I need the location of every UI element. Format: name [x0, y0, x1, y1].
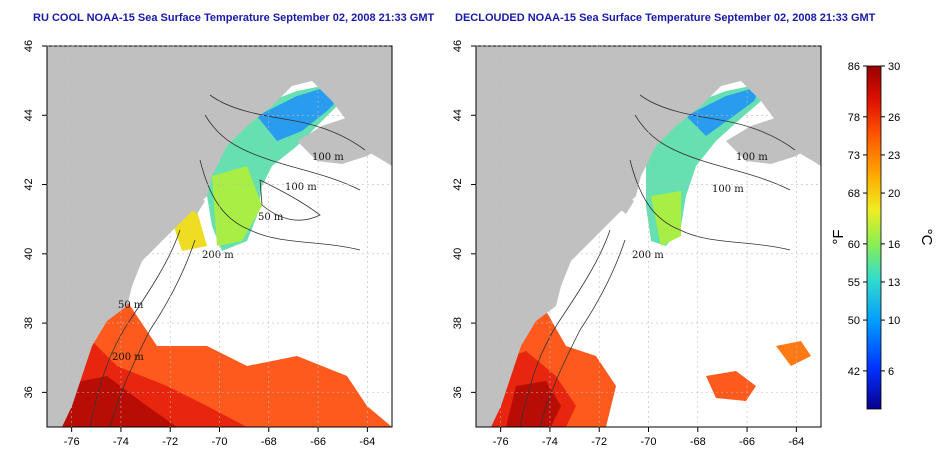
colorbar-c-label: 13 [888, 277, 900, 289]
colorbar-c-label: 6 [888, 366, 894, 378]
colorbar-c-label: 26 [888, 112, 900, 124]
x-tick-label: -68 [690, 436, 706, 448]
y-tick-label: 38 [23, 317, 35, 329]
x-tick-label: -72 [591, 436, 607, 448]
x-tick-label: -72 [162, 436, 178, 448]
contour-label: 200 m [632, 250, 664, 261]
left-y-axis: 36 38 40 42 44 46 [23, 40, 392, 398]
y-tick-label: 44 [23, 109, 35, 121]
right-contours [519, 94, 796, 427]
contour-label: 200 m [202, 250, 234, 261]
x-tick-label: -74 [542, 436, 558, 448]
colorbar-c-label: 20 [888, 188, 900, 200]
colorbar-f-label: 78 [848, 112, 860, 124]
colorbar-f-label: 42 [848, 366, 860, 378]
x-tick-label: -66 [310, 436, 326, 448]
x-tick-label: -64 [788, 436, 804, 448]
colorbar-f-label: 55 [848, 277, 860, 289]
contour-label: 100 m [712, 184, 744, 195]
colorbar-f-label: 86 [848, 61, 860, 73]
left-panel: RU COOL NOAA-15 Sea Surface Temperature … [23, 12, 435, 448]
x-tick-label: -64 [359, 436, 375, 448]
colorbar-f-label: 73 [848, 150, 860, 162]
colorbar-c-label: 30 [888, 61, 900, 73]
right-panel-title: DECLOUDED NOAA-15 Sea Surface Temperatur… [455, 12, 876, 24]
x-tick-label: -74 [113, 436, 129, 448]
contour-label: 100 m [736, 152, 768, 163]
colorbar-c-label: 23 [888, 150, 900, 162]
y-tick-label: 36 [452, 386, 464, 398]
colorbar-celsius-ticks: 30 26 23 20 16 13 10 6 [881, 61, 900, 378]
colorbar-f-label: 68 [848, 188, 860, 200]
left-x-axis: -76 -74 -72 -70 -68 -66 -64 [64, 46, 375, 448]
y-tick-label: 40 [452, 248, 464, 260]
colorbar-fahrenheit-ticks: 86 78 73 68 60 55 50 42 [848, 61, 867, 378]
y-tick-label: 40 [23, 248, 35, 260]
y-tick-label: 42 [23, 178, 35, 190]
celsius-unit-label: °C [918, 229, 935, 246]
y-tick-label: 46 [23, 40, 35, 52]
colorbar-f-label: 60 [848, 239, 860, 251]
x-tick-label: -70 [641, 436, 657, 448]
contour-label: 50 m [118, 300, 144, 311]
colorbar-c-label: 16 [888, 239, 900, 251]
fahrenheit-unit-label: °F [830, 229, 847, 244]
y-tick-label: 44 [452, 109, 464, 121]
left-contours [89, 94, 366, 427]
colorbar-f-label: 50 [848, 315, 860, 327]
x-tick-label: -68 [261, 436, 277, 448]
right-contour-labels: 100 m 100 m 200 m [632, 152, 768, 261]
colorbar-c-label: 10 [888, 315, 900, 327]
colorbar: 86 78 73 68 60 55 50 42 30 26 23 20 16 13 10 6 °F °C [830, 61, 935, 410]
contour-label: 100 m [312, 152, 344, 163]
x-tick-label: -66 [739, 436, 755, 448]
right-panel: DECLOUDED NOAA-15 Sea Surface Temperatur… [452, 12, 876, 448]
y-tick-label: 38 [452, 317, 464, 329]
left-panel-title: RU COOL NOAA-15 Sea Surface Temperature … [33, 12, 435, 24]
contour-label: 200 m [112, 352, 144, 363]
contour-label: 50 m [258, 212, 284, 223]
y-tick-label: 42 [452, 178, 464, 190]
x-tick-label: -70 [212, 436, 228, 448]
right-x-axis: -76 -74 -72 -70 -68 -66 -64 [493, 46, 804, 448]
right-y-axis: 36 38 40 42 44 46 [452, 40, 821, 398]
y-tick-label: 46 [452, 40, 464, 52]
contour-label: 100 m [285, 182, 317, 193]
y-tick-label: 36 [23, 386, 35, 398]
left-contour-labels: 100 m 100 m 50 m 200 m 50 m 200 m [112, 152, 344, 363]
x-tick-label: -76 [493, 436, 509, 448]
x-tick-label: -76 [64, 436, 80, 448]
colorbar-scale [866, 65, 882, 410]
